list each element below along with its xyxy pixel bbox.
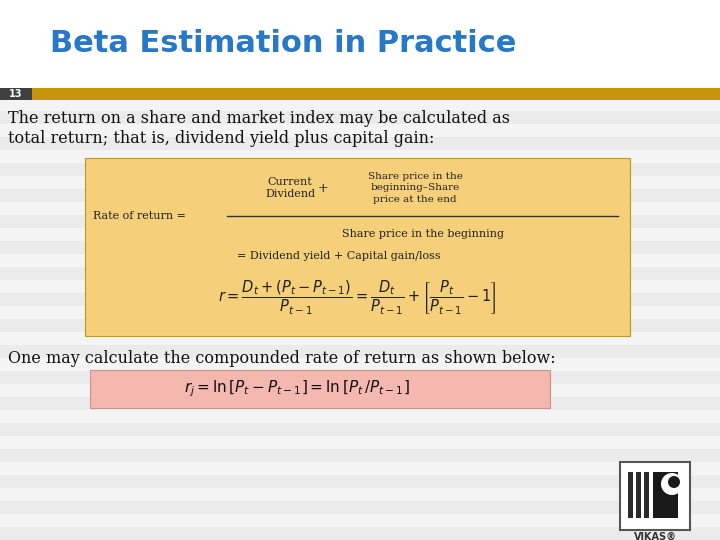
Bar <box>0 280 720 293</box>
Bar <box>0 59 720 72</box>
Bar <box>0 488 720 501</box>
Bar <box>0 345 720 358</box>
Bar <box>0 397 720 410</box>
Bar <box>0 384 720 397</box>
Bar <box>90 370 550 408</box>
Bar <box>0 475 720 488</box>
Bar <box>0 0 720 88</box>
Bar <box>0 46 720 59</box>
Text: Beta Estimation in Practice: Beta Estimation in Practice <box>50 30 516 58</box>
Text: VIKAS®: VIKAS® <box>634 532 677 540</box>
Bar <box>0 72 720 85</box>
Bar <box>0 410 720 423</box>
Text: $r=\dfrac{D_t+\left(P_t-P_{t-1}\right)}{P_{t-1}}=\dfrac{D_t}{P_{t-1}}+\left[\dfr: $r=\dfrac{D_t+\left(P_t-P_{t-1}\right)}{… <box>218 279 497 317</box>
Bar <box>0 267 720 280</box>
Text: One may calculate the compounded rate of return as shown below:: One may calculate the compounded rate of… <box>8 350 556 367</box>
Bar <box>0 332 720 345</box>
Text: Share price in the
beginning–Share
price at the end: Share price in the beginning–Share price… <box>368 172 462 204</box>
Bar <box>0 436 720 449</box>
Bar <box>0 111 720 124</box>
Text: Share price in the beginning: Share price in the beginning <box>341 229 503 239</box>
Bar <box>85 158 630 336</box>
Bar <box>0 20 720 33</box>
Bar <box>0 88 32 100</box>
Bar <box>0 33 720 46</box>
Bar <box>0 189 720 202</box>
Bar <box>636 472 641 518</box>
Bar <box>0 7 720 20</box>
Bar <box>0 150 720 163</box>
Circle shape <box>668 476 680 488</box>
Text: Current
Dividend: Current Dividend <box>265 177 315 199</box>
Text: Rate of return =: Rate of return = <box>93 211 186 221</box>
Bar <box>0 215 720 228</box>
Bar <box>0 85 720 98</box>
Text: total return; that is, dividend yield plus capital gain:: total return; that is, dividend yield pl… <box>8 130 434 147</box>
Bar <box>0 462 720 475</box>
Bar <box>0 98 720 111</box>
Bar <box>0 202 720 215</box>
Circle shape <box>661 473 683 495</box>
Bar <box>0 254 720 267</box>
Bar <box>0 514 720 527</box>
Bar <box>0 176 720 189</box>
Text: = Dividend yield + Capital gain/loss: = Dividend yield + Capital gain/loss <box>237 251 441 261</box>
Bar <box>0 449 720 462</box>
Bar <box>0 137 720 150</box>
Bar <box>644 472 649 518</box>
Bar <box>0 306 720 319</box>
Bar <box>0 228 720 241</box>
Bar <box>0 241 720 254</box>
Bar <box>0 527 720 540</box>
Bar <box>0 0 720 7</box>
Bar <box>0 358 720 371</box>
Bar <box>0 293 720 306</box>
Text: 13: 13 <box>9 89 23 99</box>
Bar <box>0 501 720 514</box>
Bar <box>653 472 678 518</box>
Bar <box>0 88 720 100</box>
Text: The return on a share and market index may be calculated as: The return on a share and market index m… <box>8 110 510 127</box>
Bar <box>620 462 690 530</box>
Bar <box>0 423 720 436</box>
Bar <box>0 124 720 137</box>
Text: +: + <box>318 181 328 194</box>
Bar <box>0 319 720 332</box>
Bar <box>628 472 633 518</box>
Text: $r_j=\ln\left[P_t-P_{t-1}\right]=\ln\left[P_t\,/P_{t-1}\right]$: $r_j=\ln\left[P_t-P_{t-1}\right]=\ln\lef… <box>184 379 410 399</box>
Bar <box>0 371 720 384</box>
Bar <box>0 163 720 176</box>
